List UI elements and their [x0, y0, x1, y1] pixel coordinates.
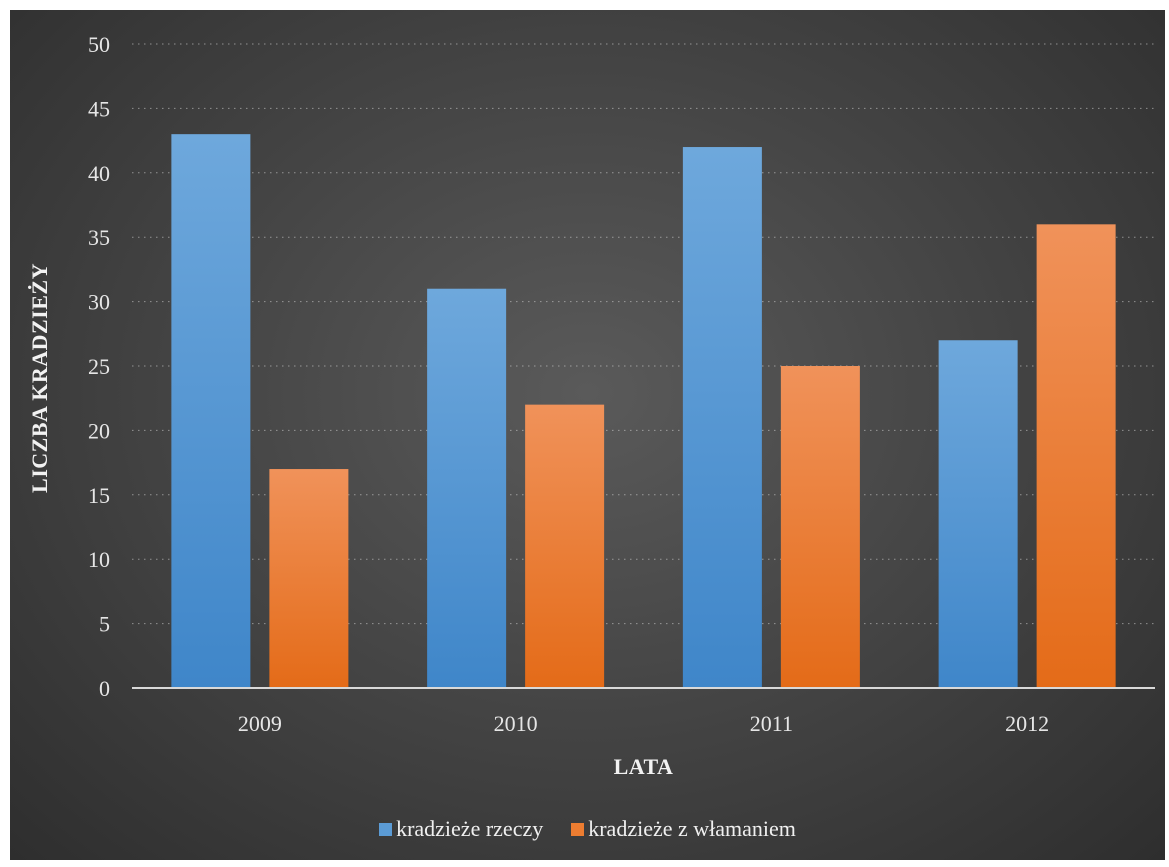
bar-series-2-2011	[780, 366, 860, 688]
legend-label-series-2: kradzieże z włamaniem	[588, 816, 796, 841]
bar-series-2-2012	[1036, 224, 1116, 688]
chart-area: 0 5 10 15 20 25 30 35 40 45 50 2009 2010 2011 2012 LA…	[10, 10, 1165, 860]
y-tick-label: 5	[99, 612, 110, 637]
bar-series-2-2010	[525, 404, 605, 688]
legend-swatch-series-1	[379, 822, 393, 836]
y-tick-label: 50	[88, 32, 110, 57]
bar-series-1-2011	[682, 147, 762, 689]
y-tick-label: 40	[88, 161, 110, 186]
legend-swatch-series-2	[571, 822, 585, 836]
legend: kradzieże rzeczy kradzieże z włamaniem	[10, 816, 1165, 842]
bars	[171, 134, 1116, 689]
y-tick-label: 25	[88, 354, 110, 379]
y-tick-label: 35	[88, 225, 110, 250]
x-tick-label: 2012	[1005, 711, 1049, 736]
x-axis-ticks: 2009 2010 2011 2012	[238, 711, 1049, 736]
x-axis-title: LATA	[614, 754, 674, 779]
x-tick-label: 2011	[750, 711, 793, 736]
legend-item-series-2: kradzieże z włamaniem	[571, 816, 796, 842]
y-tick-label: 20	[88, 418, 110, 443]
y-tick-label: 30	[88, 290, 110, 315]
x-tick-label: 2009	[238, 711, 282, 736]
y-tick-label: 0	[99, 676, 110, 701]
legend-item-series-1: kradzieże rzeczy	[379, 816, 543, 842]
x-tick-label: 2010	[494, 711, 538, 736]
bar-series-1-2009	[171, 134, 251, 688]
legend-label-series-1: kradzieże rzeczy	[396, 816, 544, 841]
y-tick-label: 45	[88, 96, 110, 121]
bar-series-1-2012	[938, 340, 1018, 688]
y-axis-ticks: 0 5 10 15 20 25 30 35 40 45 50	[88, 32, 110, 701]
y-tick-label: 10	[88, 547, 110, 572]
bar-series-1-2010	[427, 288, 507, 688]
y-tick-label: 15	[88, 483, 110, 508]
bar-series-2-2009	[269, 469, 349, 688]
bar-chart: 0 5 10 15 20 25 30 35 40 45 50 2009 2010 2011 2012 LA…	[27, 32, 1155, 779]
y-axis-title: LICZBA KRADZIEŻY	[27, 263, 52, 493]
